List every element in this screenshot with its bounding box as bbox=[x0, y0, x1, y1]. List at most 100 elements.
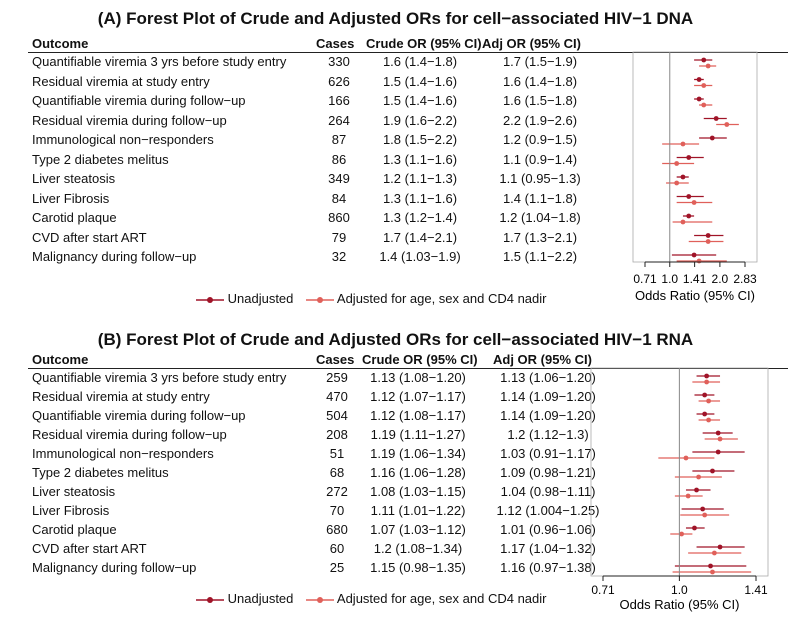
unadjusted-point bbox=[708, 563, 713, 569]
cases-value: 86 bbox=[331, 151, 347, 167]
cases-value: 330 bbox=[328, 54, 350, 69]
crude-or-value: 1.8 (1.5−2.2) bbox=[382, 132, 458, 147]
crude-or-value: 1.9 (1.6−2.2) bbox=[382, 112, 458, 128]
table-row: Residual viremia at study entry 470 1.12 (… bbox=[0, 389, 600, 409]
outcome-label: Malignancy during follow−up bbox=[32, 249, 197, 264]
adj-or-value: 1.1 (0.95−1.3) bbox=[499, 171, 581, 186]
cases-value: 87 bbox=[331, 132, 347, 147]
legend-adjusted-label: Adjusted for age, sex and CD4 nadir bbox=[336, 291, 547, 306]
table-row: CVD after start ART 79 1.7 (1.4−2.1) 1.7 (1… bbox=[0, 230, 600, 250]
table-row: Carotid plaque 680 1.07 (1.03−1.12) 1.01 (0… bbox=[0, 522, 600, 542]
unadjusted-point bbox=[680, 174, 686, 180]
outcome-label: CVD after start ART bbox=[32, 229, 147, 245]
x-tick-label: 1.41 bbox=[744, 583, 768, 597]
outcome-label: Immunological non−responders bbox=[32, 446, 214, 461]
adjusted-point bbox=[701, 102, 707, 108]
table-row: Immunological non−responders 87 1.8 (1.5−2… bbox=[0, 132, 600, 152]
unadjusted-point bbox=[705, 233, 711, 238]
unadjusted-point bbox=[704, 373, 710, 379]
adjusted-point bbox=[710, 569, 715, 575]
adjusted-point bbox=[696, 258, 702, 264]
crude-or-value: 1.12 (1.08−1.17) bbox=[370, 408, 466, 423]
unadjusted-point bbox=[696, 96, 702, 102]
table-row: Quantifiable viremia during follow−up 504… bbox=[0, 408, 600, 428]
adj-or-value: 1.5 (1.1−2.2) bbox=[502, 249, 578, 264]
table-row: Carotid plaque 860 1.3 (1.2−1.4) 1.2 (1.04−… bbox=[0, 210, 600, 230]
header-cases: Cases bbox=[316, 36, 355, 51]
adjusted-point bbox=[680, 141, 686, 147]
outcome-label: Quantifiable viremia 3 yrs before study … bbox=[32, 370, 287, 385]
adj-or-value: 1.2 (1.04−1.8) bbox=[499, 210, 581, 225]
adj-or-value: 2.2 (1.9−2.6) bbox=[502, 112, 578, 128]
adj-or-value: 1.09 (0.98−1.21) bbox=[500, 465, 596, 480]
adj-or-value: 1.7 (1.5−1.9) bbox=[502, 54, 578, 69]
adjusted-point bbox=[679, 531, 684, 537]
legend-adjusted: Adjusted for age, sex and CD4 nadir bbox=[306, 591, 546, 606]
header-outcome: Outcome bbox=[32, 36, 89, 51]
adj-or-value: 1.17 (1.04−1.32) bbox=[500, 541, 596, 556]
x-axis-label: Odds Ratio (95% CI) bbox=[635, 288, 755, 303]
cases-value: 264 bbox=[328, 112, 350, 128]
crude-or-value: 1.6 (1.4−1.8) bbox=[382, 54, 458, 69]
x-tick-label: 0.71 bbox=[591, 583, 615, 597]
unadjusted-point bbox=[700, 506, 706, 512]
unadjusted-point bbox=[701, 57, 707, 63]
unadjusted-point bbox=[709, 135, 715, 141]
unadjusted-point bbox=[696, 77, 702, 82]
x-tick-label: 2.83 bbox=[733, 272, 757, 286]
outcome-label: Liver Fibrosis bbox=[32, 503, 110, 518]
chart-title: (A) Forest Plot of Crude and Adjusted OR… bbox=[97, 9, 694, 28]
adjusted-point bbox=[685, 493, 691, 499]
crude-or-value: 1.13 (1.08−1.20) bbox=[370, 370, 466, 385]
crude-or-value: 1.5 (1.4−1.6) bbox=[382, 93, 458, 108]
outcome-label: Carotid plaque bbox=[32, 210, 117, 225]
adj-or-value: 1.13 (1.06−1.20) bbox=[500, 370, 596, 385]
unadjusted-point bbox=[686, 194, 692, 199]
outcome-label: CVD after start ART bbox=[32, 541, 147, 556]
unadjusted-point bbox=[686, 155, 692, 160]
unadjusted-point bbox=[686, 213, 692, 219]
cases-value: 680 bbox=[326, 522, 348, 537]
adj-or-value: 1.14 (1.09−1.20) bbox=[500, 408, 596, 423]
cases-value: 626 bbox=[328, 73, 350, 89]
header-rule bbox=[28, 52, 788, 53]
adj-or-value: 1.2 (0.9−1.5) bbox=[502, 132, 578, 147]
adjusted-point bbox=[680, 219, 686, 225]
x-tick-label: 1.0 bbox=[661, 272, 678, 286]
crude-or-value: 1.5 (1.4−1.6) bbox=[382, 73, 458, 89]
table-row: Malignancy during follow−up 32 1.4 (1.03−1… bbox=[0, 249, 600, 269]
x-tick-label: 0.71 bbox=[633, 272, 657, 286]
adjusted-point bbox=[705, 63, 711, 69]
cases-value: 272 bbox=[326, 484, 348, 499]
forest-plot-dna: (A) Forest Plot of Crude and Adjusted OR… bbox=[0, 9, 788, 306]
unadjusted-point bbox=[715, 430, 721, 436]
adjusted-point bbox=[701, 83, 707, 88]
adjusted-point bbox=[683, 455, 689, 461]
table-row: Liver steatosis 272 1.08 (1.03−1.15) 1.04 (… bbox=[0, 484, 600, 504]
unadjusted-point bbox=[702, 411, 708, 417]
adjusted-point bbox=[691, 200, 697, 205]
x-tick-label: 2.0 bbox=[712, 272, 729, 286]
outcome-label: Quantifiable viremia during follow−up bbox=[32, 93, 246, 108]
legend-unadjusted-label: Unadjusted bbox=[227, 291, 294, 306]
unadjusted-point bbox=[717, 544, 723, 550]
crude-or-value: 1.16 (1.06−1.28) bbox=[370, 465, 466, 480]
cases-value: 68 bbox=[329, 465, 345, 480]
legend-adjusted: Adjusted for age, sex and CD4 nadir bbox=[306, 291, 546, 306]
table-row: Liver Fibrosis 84 1.3 (1.1−1.6) 1.4 (1.1−1.… bbox=[0, 191, 600, 211]
crude-or-value: 1.3 (1.1−1.6) bbox=[382, 151, 458, 167]
outcome-label: Carotid plaque bbox=[32, 522, 117, 537]
header-crude-or: Crude OR (95% CI) bbox=[366, 36, 482, 51]
outcome-label: Type 2 diabetes melitus bbox=[32, 465, 169, 480]
table-row: Quantifiable viremia during follow−up 166… bbox=[0, 93, 600, 113]
table-row: Residual viremia during follow−up 264 1.9 … bbox=[0, 113, 600, 133]
adj-or-value: 1.6 (1.5−1.8) bbox=[502, 93, 578, 108]
header-cases: Cases bbox=[316, 352, 355, 367]
forest-plot-area: 0.71 1.0 1.41 Odds Ratio (95% CI) bbox=[590, 367, 769, 612]
table-row: Liver Fibrosis 70 1.11 (1.01−1.22) 1.12 (1.… bbox=[0, 503, 600, 523]
crude-or-value: 1.19 (1.06−1.34) bbox=[370, 446, 466, 461]
cases-value: 60 bbox=[329, 541, 345, 556]
header-adj-or: Adj OR (95% CI) bbox=[493, 352, 592, 367]
cases-value: 259 bbox=[326, 370, 348, 385]
legend-adjusted-label: Adjusted for age, sex and CD4 nadir bbox=[336, 591, 547, 606]
